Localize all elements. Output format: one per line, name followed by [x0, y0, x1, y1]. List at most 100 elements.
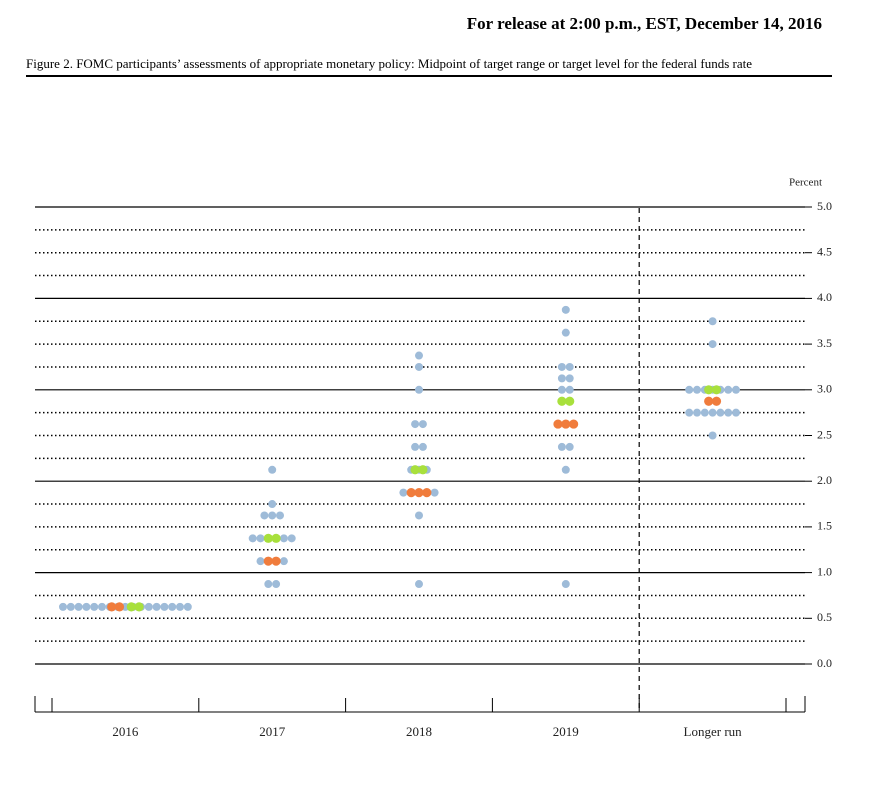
dot — [406, 488, 416, 498]
dot — [411, 420, 420, 429]
y-tick-label: 1.5 — [817, 519, 832, 533]
y-tick-label: 5.0 — [817, 199, 832, 213]
dot — [107, 602, 117, 612]
dot — [693, 385, 701, 394]
dot — [557, 362, 566, 371]
dot — [716, 408, 725, 417]
dot — [724, 385, 733, 394]
y-axis-label: Percent — [789, 177, 822, 189]
dot — [704, 385, 714, 395]
dot — [268, 465, 277, 474]
dot — [98, 602, 106, 611]
dot — [126, 602, 136, 612]
dot — [565, 385, 574, 394]
dot — [256, 557, 265, 566]
x-tick-label: Longer run — [684, 724, 743, 739]
dot — [565, 396, 575, 406]
dot — [415, 362, 423, 371]
y-tick-label: 1.0 — [817, 564, 832, 578]
dot — [415, 351, 423, 360]
dot — [279, 557, 288, 566]
dot — [704, 396, 714, 406]
dot — [565, 374, 574, 383]
figure-caption: Figure 2. FOMC participants’ assessments… — [26, 55, 832, 77]
dot — [268, 511, 277, 520]
y-tick-label: 4.0 — [817, 290, 832, 304]
dot — [561, 328, 570, 337]
dot — [415, 511, 423, 520]
dot — [422, 488, 432, 498]
dot — [66, 602, 75, 611]
dot — [279, 534, 288, 543]
dot — [724, 408, 733, 417]
dot — [561, 465, 570, 474]
dot — [272, 580, 281, 589]
y-tick-label: 3.0 — [817, 382, 832, 396]
dot — [685, 385, 694, 394]
dot — [732, 408, 740, 417]
dot — [557, 442, 566, 451]
dot — [708, 340, 717, 349]
dot — [415, 580, 423, 589]
dot — [82, 602, 91, 611]
dot — [271, 556, 281, 566]
x-tick-label: 2017 — [259, 724, 286, 739]
dot — [183, 602, 192, 611]
y-tick-label: 2.5 — [817, 427, 832, 441]
dot — [168, 602, 177, 611]
dot — [553, 419, 563, 429]
dot — [268, 500, 277, 509]
dot — [708, 408, 717, 417]
y-tick-label: 2.0 — [817, 473, 832, 487]
dot — [260, 511, 269, 520]
dot — [144, 602, 153, 611]
dot — [561, 305, 570, 314]
dot — [418, 420, 427, 429]
dot — [134, 602, 144, 612]
dot — [418, 442, 427, 451]
dot — [263, 533, 273, 543]
dot — [557, 396, 567, 406]
dot — [557, 374, 566, 383]
dot — [411, 442, 420, 451]
dot — [561, 580, 570, 589]
dot — [569, 419, 579, 429]
dot — [565, 362, 574, 371]
dot — [160, 602, 169, 611]
dot — [59, 602, 67, 611]
dot — [711, 385, 722, 395]
dot — [263, 556, 273, 566]
dot — [264, 580, 273, 589]
dot — [176, 602, 184, 611]
dot — [90, 602, 99, 611]
dot — [685, 408, 694, 417]
dot — [711, 396, 722, 406]
dot — [708, 431, 717, 440]
dot — [114, 602, 125, 612]
dot — [561, 419, 571, 429]
dot — [430, 488, 439, 497]
dot — [152, 602, 161, 611]
dot — [74, 602, 83, 611]
y-tick-label: 3.5 — [817, 336, 832, 350]
dot — [248, 534, 257, 543]
x-tick-label: 2018 — [406, 724, 432, 739]
y-tick-label: 0.5 — [817, 610, 832, 624]
dot — [708, 317, 717, 326]
y-tick-label: 4.5 — [817, 244, 832, 258]
dot — [418, 465, 428, 475]
dot — [399, 488, 408, 497]
dot — [276, 511, 284, 520]
x-tick-label: 2016 — [112, 724, 139, 739]
dot — [256, 534, 265, 543]
dot — [287, 534, 296, 543]
release-header: For release at 2:00 p.m., EST, December … — [466, 14, 822, 33]
dot — [414, 488, 424, 498]
dot — [410, 465, 420, 475]
dot — [271, 533, 281, 543]
dot — [693, 408, 701, 417]
dot — [565, 442, 574, 451]
dot — [415, 385, 423, 394]
